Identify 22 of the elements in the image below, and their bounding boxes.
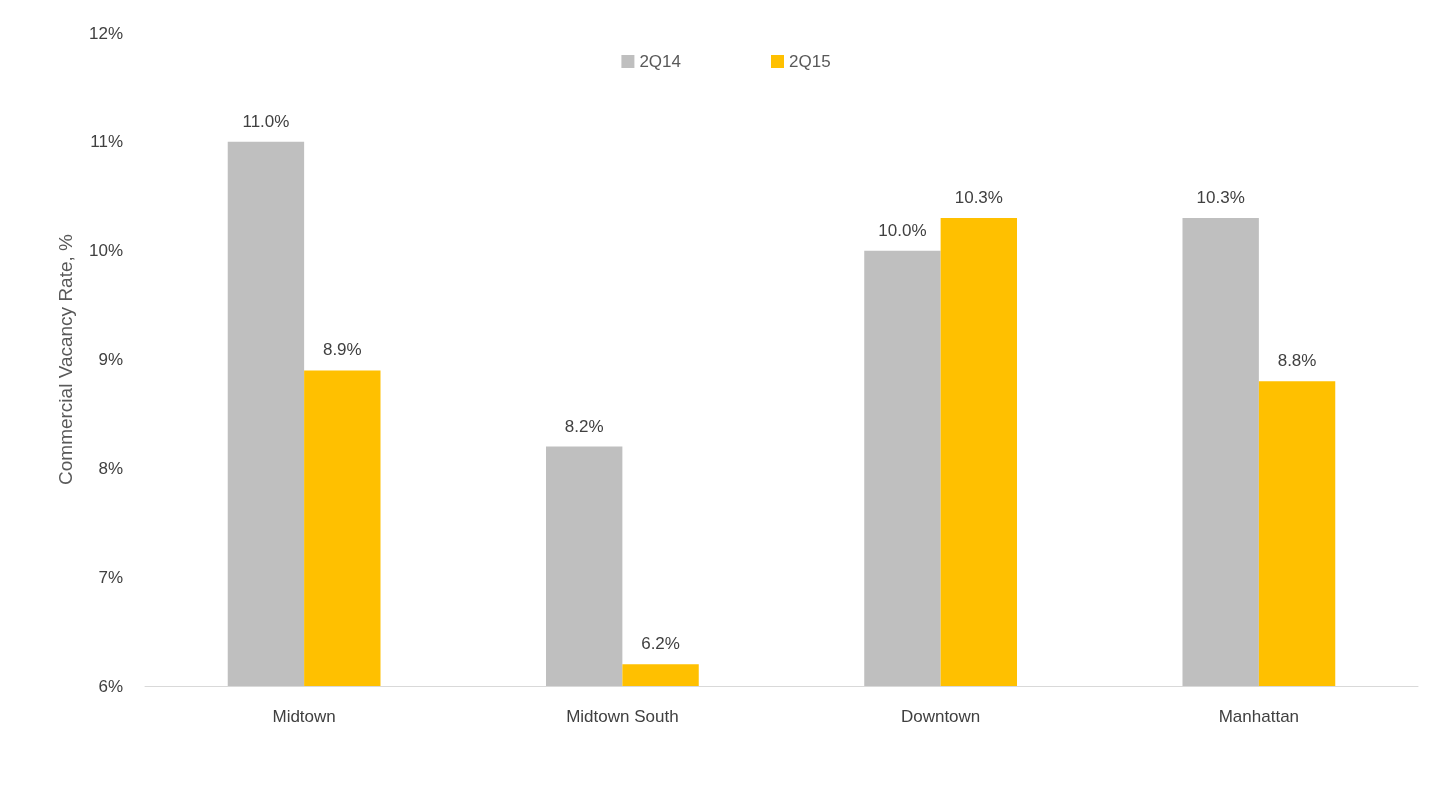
y-tick-label: 12% — [88, 23, 123, 43]
data-label: 6.2% — [641, 634, 680, 654]
x-tick-label: Downtown — [900, 707, 981, 726]
data-label: 8.2% — [564, 416, 604, 436]
y-tick-label: 7% — [98, 567, 123, 587]
y-axis-title: Commercial Vacancy Rate, % — [55, 233, 76, 485]
data-label: 10.3% — [954, 188, 1003, 208]
legend-label: 2Q15 — [789, 52, 831, 71]
y-tick-label: 8% — [98, 458, 123, 478]
x-tick-label: Midtown — [272, 707, 336, 726]
y-tick-label: 10% — [88, 241, 123, 261]
x-tick-label: Manhattan — [1218, 707, 1300, 726]
data-label: 8.9% — [322, 340, 362, 360]
y-tick-label: 9% — [98, 350, 123, 369]
data-label: 10.3% — [1196, 188, 1245, 208]
x-tick-label: Midtown South — [566, 707, 679, 726]
legend-label: 2Q14 — [639, 52, 682, 71]
data-label: 11.0% — [242, 111, 290, 131]
y-tick-label: 11% — [90, 132, 123, 152]
data-label: 8.8% — [1277, 351, 1317, 371]
data-label: 10.0% — [878, 220, 927, 240]
y-tick-label: 6% — [98, 676, 123, 696]
